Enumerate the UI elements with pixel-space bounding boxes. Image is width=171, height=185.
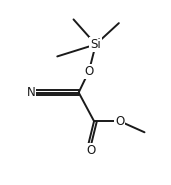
Text: N: N	[26, 86, 35, 99]
Text: O: O	[84, 65, 94, 78]
Text: Si: Si	[90, 38, 101, 51]
Text: O: O	[115, 115, 124, 128]
Text: O: O	[87, 144, 96, 157]
